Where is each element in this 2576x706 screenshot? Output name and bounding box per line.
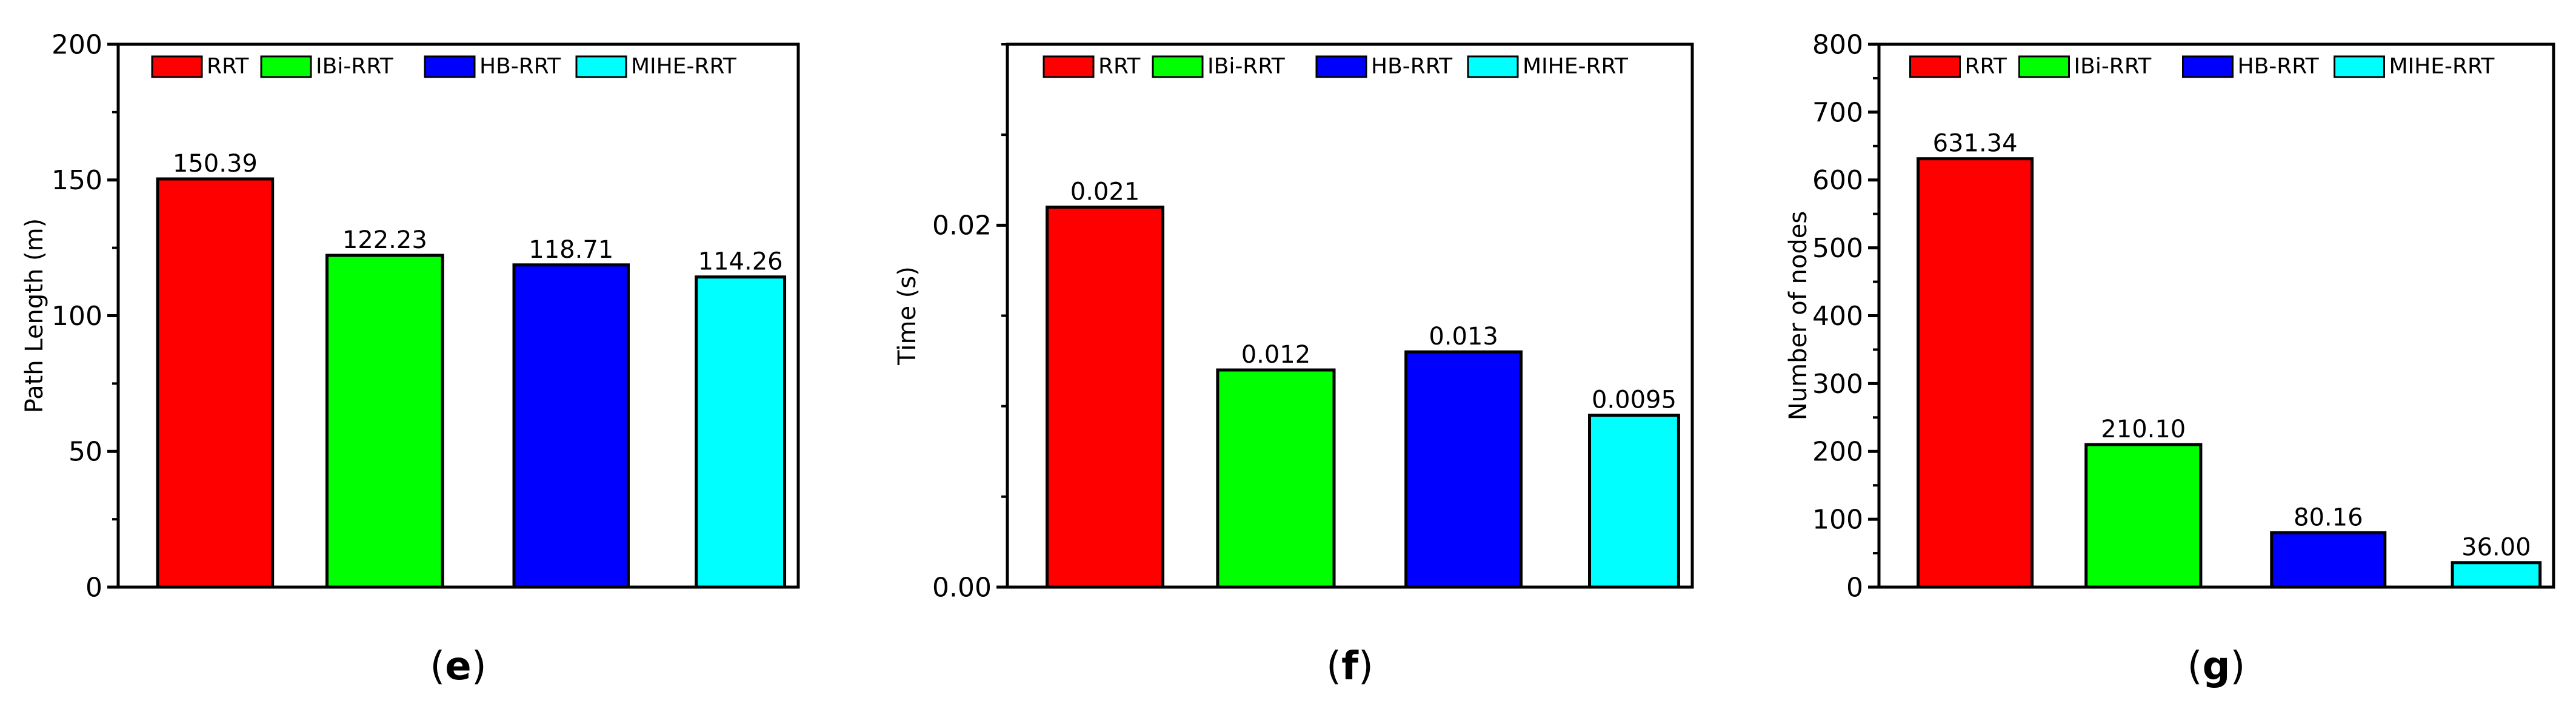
bar-value-label: 0.012 xyxy=(1241,341,1311,369)
bar-value-label: 118.71 xyxy=(529,236,613,264)
bar-rrt xyxy=(1046,206,1165,589)
bar-ibi-rrt xyxy=(1216,368,1336,589)
y-tick-label: 200 xyxy=(52,29,102,60)
legend: RRT IBi-RRT HB-RRT MIHE-RRT xyxy=(1043,54,1629,79)
panel-label: (e) xyxy=(430,644,486,689)
bar-mihe-rrt xyxy=(695,275,787,589)
legend-label: HB-RRT xyxy=(479,54,561,79)
y-tick-label: 400 xyxy=(1812,301,1863,332)
panel-letter: g xyxy=(2203,644,2231,689)
bar-hb-rrt xyxy=(1404,350,1523,589)
y-axis-label: Time (s) xyxy=(893,266,921,366)
legend-swatch-hb-rrt xyxy=(424,55,476,78)
legend-swatch-ibi-rrt xyxy=(1152,55,1204,78)
legend-label: RRT xyxy=(1965,54,2007,79)
y-tick-label: 700 xyxy=(1812,97,1863,128)
chart-panel-g: 631.34 210.10 80.16 36.00 0 100 200 300 400 500 60… xyxy=(1784,29,2555,689)
legend-label: HB-RRT xyxy=(2238,54,2320,79)
bar-ibi-rrt xyxy=(325,254,444,589)
legend-swatch-mihe-rrt xyxy=(1467,55,1519,78)
bar-hb-rrt xyxy=(512,263,630,589)
legend-label: HB-RRT xyxy=(1371,54,1453,79)
panel-letter: f xyxy=(1341,644,1359,689)
bar-ibi-rrt xyxy=(2084,443,2203,589)
bar-value-label: 0.021 xyxy=(1070,178,1140,206)
bar-value-label: 36.00 xyxy=(2461,534,2531,562)
bar-value-label: 0.0095 xyxy=(1592,386,1677,414)
bar-rrt xyxy=(1917,157,2034,589)
y-tick-label: 200 xyxy=(1812,437,1863,468)
bar-value-label: 122.23 xyxy=(342,226,427,254)
legend-swatch-rrt xyxy=(151,55,203,78)
y-tick-label: 600 xyxy=(1812,165,1863,196)
panel-letter: e xyxy=(445,644,471,689)
y-tick-label: 800 xyxy=(1812,29,1863,60)
y-tick-label: 100 xyxy=(1812,505,1863,536)
chart-panel-e: 150.39 122.23 118.71 114.26 0 50 100 150 200 Path… xyxy=(21,29,800,689)
y-tick-label: 500 xyxy=(1812,233,1863,264)
legend-swatch-rrt xyxy=(1909,55,1961,78)
legend-swatch-hb-rrt xyxy=(2182,55,2234,78)
y-tick-label: 0.02 xyxy=(932,210,992,241)
bar-mihe-rrt xyxy=(2451,561,2542,589)
y-tick-label: 100 xyxy=(52,301,102,332)
legend-label: IBi-RRT xyxy=(1207,54,1286,79)
legend-label: IBi-RRT xyxy=(316,54,394,79)
y-tick-label: 50 xyxy=(68,437,102,468)
chart-panel-f: 0.021 0.012 0.013 0.0095 0.00 0.02 Time (s) RRT… xyxy=(893,42,1694,689)
bar-value-label: 0.013 xyxy=(1429,323,1498,351)
y-axis-label: Path Length (m) xyxy=(21,218,48,413)
bar-value-label: 631.34 xyxy=(1933,130,2018,158)
bar-rrt xyxy=(156,177,275,589)
legend-swatch-ibi-rrt xyxy=(2018,55,2070,78)
legend-swatch-mihe-rrt xyxy=(2334,55,2385,78)
y-tick-label: 0 xyxy=(1846,572,1863,603)
legend-swatch-hb-rrt xyxy=(1315,55,1367,78)
y-tick-label: 150 xyxy=(52,165,102,196)
legend-label: MIHE-RRT xyxy=(631,54,737,79)
legend-swatch-rrt xyxy=(1043,55,1095,78)
legend-label: RRT xyxy=(207,54,249,79)
bar-mihe-rrt xyxy=(1588,414,1680,589)
y-tick-label: 0 xyxy=(85,572,102,603)
y-tick-label: 0.00 xyxy=(932,572,992,603)
legend-swatch-ibi-rrt xyxy=(260,55,312,78)
legend-swatch-mihe-rrt xyxy=(575,55,627,78)
panel-label: (f) xyxy=(1326,644,1373,689)
bar-value-label: 114.26 xyxy=(698,248,783,276)
legend-label: MIHE-RRT xyxy=(2389,54,2495,79)
legend-label: MIHE-RRT xyxy=(1523,54,1629,79)
bar-value-label: 150.39 xyxy=(173,150,258,178)
bar-value-label: 80.16 xyxy=(2294,503,2363,531)
bar-value-label: 210.10 xyxy=(2101,415,2186,443)
bar-hb-rrt xyxy=(2270,531,2387,589)
legend-label: IBi-RRT xyxy=(2074,54,2152,79)
y-tick-label: 300 xyxy=(1812,369,1863,400)
y-axis-label: Number of nodes xyxy=(1784,211,1812,420)
legend: RRT IBi-RRT HB-RRT MIHE-RRT xyxy=(151,54,737,79)
legend-label: RRT xyxy=(1098,54,1141,79)
legend: RRT IBi-RRT HB-RRT MIHE-RRT xyxy=(1909,54,2495,79)
panel-label: (g) xyxy=(2187,644,2246,689)
